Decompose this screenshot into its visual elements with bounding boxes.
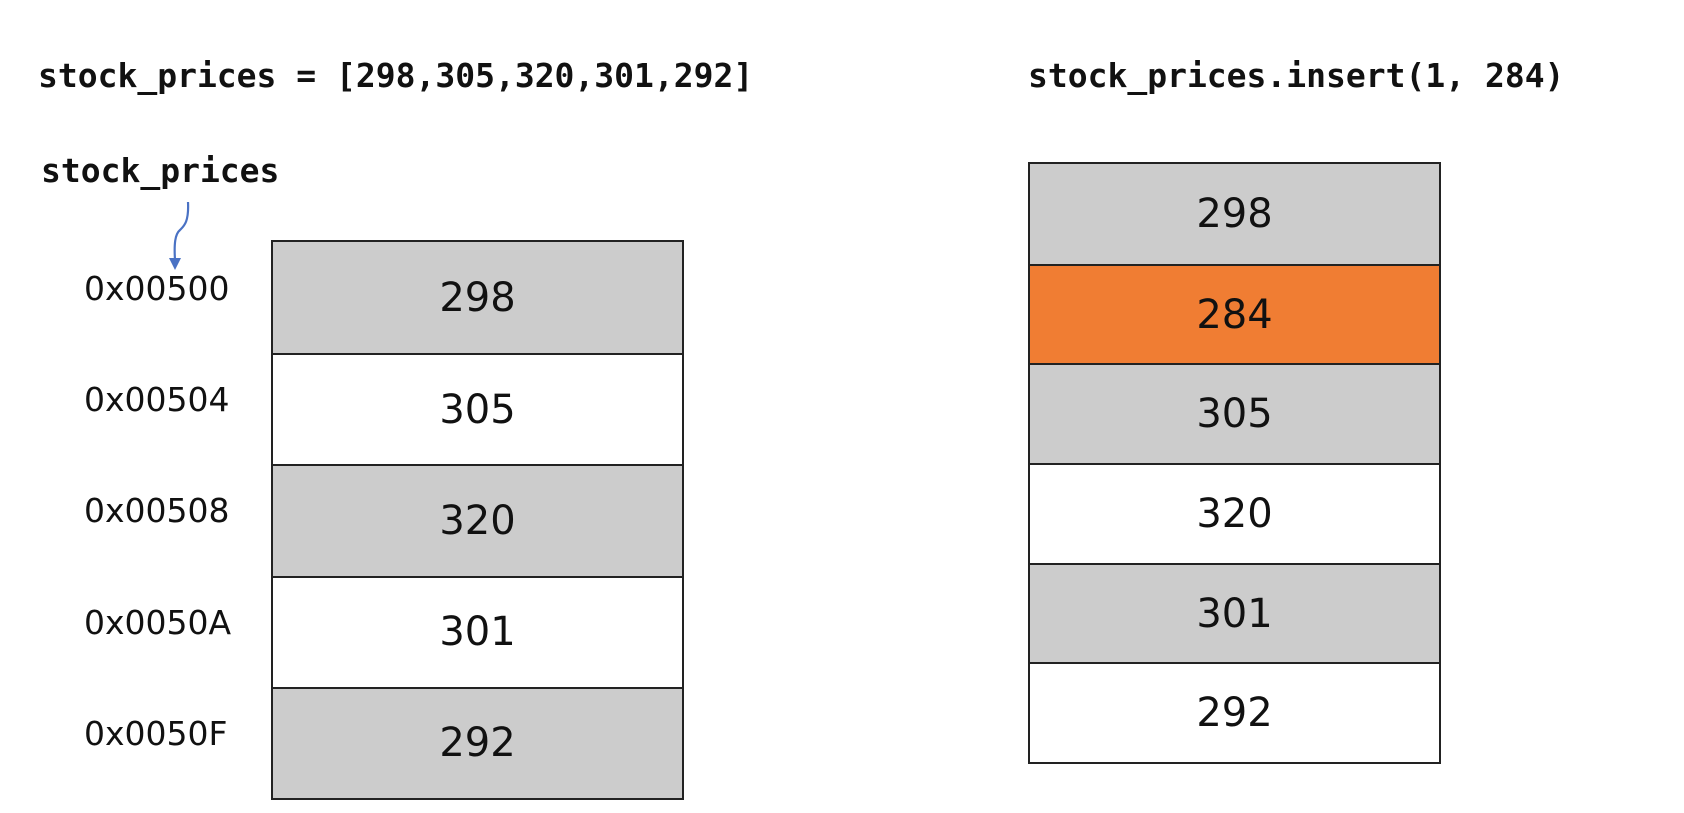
array-cell: 298 — [273, 242, 682, 354]
array-cell: 298 — [1030, 164, 1439, 264]
memory-address: 0x0050A — [84, 602, 232, 642]
memory-address: 0x00504 — [84, 380, 230, 420]
variable-label: stock_prices — [41, 151, 280, 190]
array-cell: 301 — [273, 575, 682, 687]
array-cell: 320 — [273, 464, 682, 576]
array-cell: 305 — [1030, 363, 1439, 464]
address-column: 0x00500 0x00504 0x00508 0x0050A 0x0050F — [84, 240, 264, 796]
array-cell: 305 — [273, 353, 682, 465]
array-cell: 320 — [1030, 463, 1439, 563]
memory-address: 0x0050F — [84, 713, 228, 753]
curved-down-arrow-icon — [169, 201, 190, 270]
insert-call-code: stock_prices.insert(1, 284) — [1028, 56, 1565, 95]
memory-address: 0x00500 — [84, 269, 230, 309]
array-cell: 301 — [1030, 562, 1439, 663]
memory-address: 0x00508 — [84, 491, 230, 531]
array-cell: 292 — [273, 686, 682, 798]
array-after-insert: 298 284 305 320 301 292 — [1028, 162, 1441, 764]
array-cell: 292 — [1030, 662, 1439, 763]
declaration-code: stock_prices = [298,305,320,301,292] — [38, 56, 754, 95]
inserted-array-cell: 284 — [1030, 263, 1439, 364]
array-before-insert: 298 305 320 301 292 — [271, 240, 684, 800]
